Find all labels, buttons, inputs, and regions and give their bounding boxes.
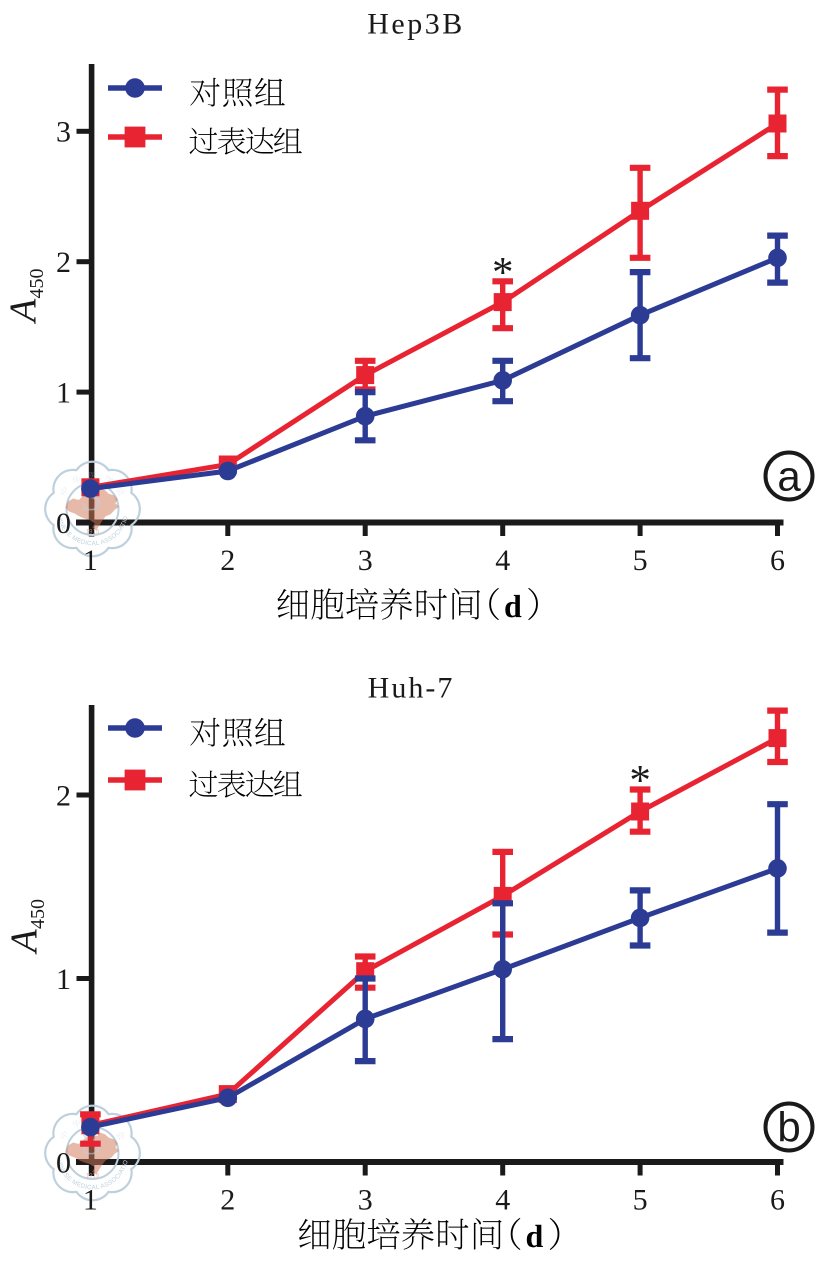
svg-text:3: 3 (358, 1184, 373, 1217)
svg-text:Hep3B: Hep3B (367, 8, 465, 41)
svg-text:5: 5 (633, 1184, 648, 1217)
svg-text:1915: 1915 (86, 530, 100, 536)
svg-text:Huh-7: Huh-7 (368, 672, 455, 705)
svg-text:0: 0 (56, 507, 71, 540)
svg-text:3: 3 (358, 544, 373, 577)
svg-text:1: 1 (83, 544, 98, 577)
svg-text:2: 2 (220, 544, 235, 577)
svg-text:A: A (4, 929, 46, 956)
svg-text:b: b (777, 1104, 800, 1151)
svg-text:6: 6 (770, 1184, 785, 1217)
svg-text:2: 2 (220, 1184, 235, 1217)
svg-text:a: a (777, 453, 801, 500)
svg-text:2: 2 (56, 779, 71, 812)
svg-text:1: 1 (83, 1184, 98, 1217)
svg-text:4: 4 (495, 1184, 510, 1217)
svg-text:A: A (3, 298, 45, 325)
svg-text:2: 2 (56, 246, 71, 279)
svg-text:1: 1 (56, 963, 71, 996)
svg-text:6: 6 (770, 544, 785, 577)
svg-text:5: 5 (633, 544, 648, 577)
svg-text:450: 450 (26, 269, 48, 299)
svg-text:0: 0 (56, 1146, 71, 1179)
svg-text:1915: 1915 (86, 1174, 100, 1180)
svg-text:1: 1 (56, 376, 71, 409)
svg-text:3: 3 (56, 116, 71, 149)
svg-text:*: * (629, 758, 651, 805)
svg-text:4: 4 (495, 544, 510, 577)
svg-text:*: * (492, 249, 514, 296)
svg-text:450: 450 (27, 899, 49, 929)
